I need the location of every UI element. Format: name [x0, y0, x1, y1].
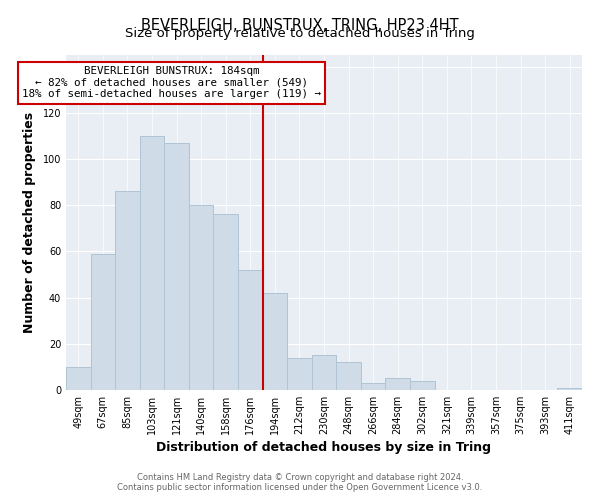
Bar [312, 356, 336, 390]
Bar [164, 143, 189, 390]
Bar [287, 358, 312, 390]
Y-axis label: Number of detached properties: Number of detached properties [23, 112, 35, 333]
Bar [214, 214, 238, 390]
Bar [189, 205, 214, 390]
Bar [115, 192, 140, 390]
Bar [66, 367, 91, 390]
Text: BEVERLEIGH BUNSTRUX: 184sqm
← 82% of detached houses are smaller (549)
18% of se: BEVERLEIGH BUNSTRUX: 184sqm ← 82% of det… [22, 66, 321, 100]
Bar [557, 388, 582, 390]
Bar [361, 383, 385, 390]
Text: BEVERLEIGH, BUNSTRUX, TRING, HP23 4HT: BEVERLEIGH, BUNSTRUX, TRING, HP23 4HT [141, 18, 459, 32]
Bar [140, 136, 164, 390]
Bar [91, 254, 115, 390]
X-axis label: Distribution of detached houses by size in Tring: Distribution of detached houses by size … [157, 441, 491, 454]
Bar [410, 381, 434, 390]
Text: Size of property relative to detached houses in Tring: Size of property relative to detached ho… [125, 28, 475, 40]
Text: Contains HM Land Registry data © Crown copyright and database right 2024.
Contai: Contains HM Land Registry data © Crown c… [118, 473, 482, 492]
Bar [263, 293, 287, 390]
Bar [336, 362, 361, 390]
Bar [385, 378, 410, 390]
Bar [238, 270, 263, 390]
